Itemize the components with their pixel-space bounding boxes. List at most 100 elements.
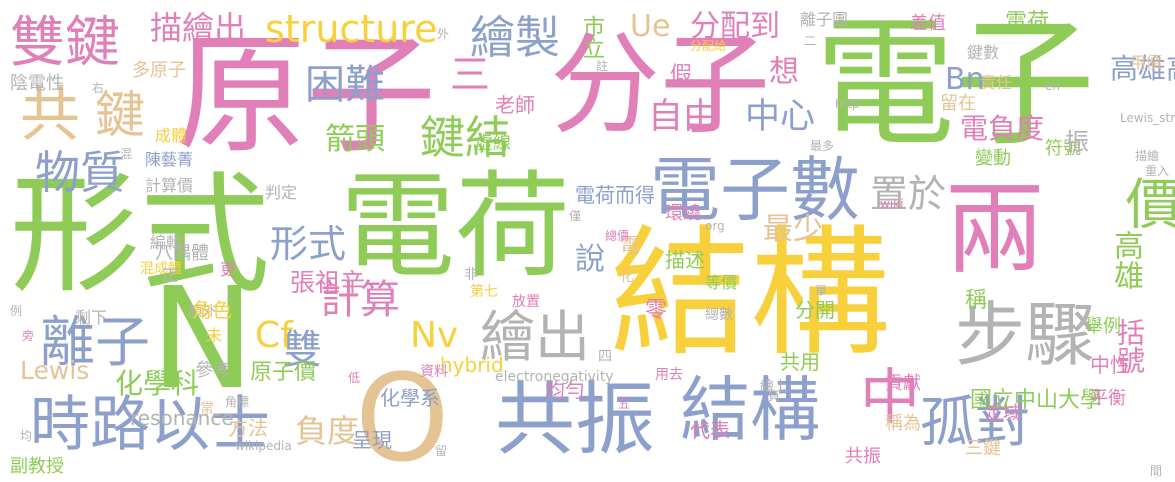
- cloud-word: 責任: [980, 73, 1013, 92]
- cloud-word: 註: [596, 59, 609, 73]
- cloud-word: O: [355, 350, 450, 482]
- cloud-word: 共: [20, 80, 80, 150]
- cloud-word: 僅: [569, 209, 582, 223]
- cloud-word: 差值: [910, 13, 946, 34]
- cloud-word: 四: [598, 349, 612, 365]
- cloud-word: 繪製: [470, 11, 561, 64]
- cloud-word: 自由: [648, 97, 719, 137]
- cloud-word: 額外: [188, 304, 216, 320]
- cloud-word: wikipedia: [235, 439, 292, 453]
- cloud-word: 箭頭: [325, 122, 385, 157]
- cloud-word: http: [835, 97, 860, 111]
- cloud-word: 平衡: [1090, 388, 1126, 409]
- cloud-word: 負度: [295, 412, 360, 450]
- cloud-word: 結構: [680, 369, 820, 451]
- cloud-word: org: [705, 219, 725, 233]
- cloud-word: 正: [162, 266, 179, 285]
- cloud-word: 兩: [945, 171, 1045, 288]
- cloud-word: 環繞: [665, 203, 701, 224]
- cloud-word: 變動: [975, 148, 1011, 169]
- cloud-word: 假: [670, 63, 693, 88]
- cloud-word: 陳藝菁: [145, 150, 194, 169]
- cloud-word: 共振: [495, 373, 655, 466]
- cloud-word: 放置: [512, 294, 540, 310]
- cloud-word: 中: [860, 363, 920, 433]
- cloud-word: 置於: [870, 172, 947, 216]
- cloud-word: 混: [120, 147, 133, 161]
- cloud-word: 二: [804, 34, 817, 48]
- cloud-word: 旁: [22, 329, 35, 343]
- cloud-word: 電負度: [960, 112, 1045, 145]
- cloud-word: 形式: [270, 222, 347, 266]
- cloud-word: 繪上: [760, 379, 788, 395]
- cloud-word: 稱為: [885, 413, 921, 434]
- cloud-word: 計算價: [145, 176, 194, 195]
- cloud-word: 例: [10, 304, 23, 318]
- cloud-word: 零: [645, 298, 668, 323]
- cloud-word: 括號: [1113, 318, 1146, 374]
- cloud-word: hybrid: [440, 353, 504, 377]
- cloud-word: N: [150, 258, 255, 421]
- cloud-word: Cf: [255, 315, 293, 356]
- cloud-word: 離子團: [800, 10, 849, 29]
- cloud-word: 電子數: [650, 149, 860, 231]
- cloud-word: 常: [200, 401, 214, 417]
- cloud-word: 物質: [35, 146, 126, 199]
- cloud-word: 分開: [795, 298, 835, 322]
- cloud-word: 三鍵: [965, 438, 1001, 459]
- cloud-word: 參考: [195, 360, 231, 381]
- cloud-word: 陰電性: [10, 73, 64, 94]
- cloud-word: 電荷: [340, 160, 571, 294]
- cloud-word: 想: [763, 55, 798, 85]
- cloud-word: 離子: [40, 310, 151, 374]
- cloud-word: 更: [220, 260, 237, 279]
- cloud-word: 五: [618, 397, 631, 411]
- cloud-word: 成體: [155, 126, 188, 145]
- cloud-word: 方法: [228, 416, 268, 440]
- cloud-word: 老師: [495, 93, 535, 117]
- cloud-word: 單: [815, 284, 828, 298]
- cloud-word: 分子: [550, 21, 770, 149]
- cloud-word: 高雄: [1108, 230, 1143, 290]
- cloud-word: 孤對: [920, 390, 1031, 454]
- cloud-word: 總數: [705, 307, 733, 323]
- cloud-word: 鍵: [95, 86, 145, 144]
- cloud-word: Lewis_structure: [1120, 111, 1175, 125]
- cloud-word: 均: [20, 429, 33, 443]
- cloud-word: 中心: [745, 97, 816, 137]
- cloud-word: 化: [620, 269, 634, 285]
- cloud-word: resonance: [130, 406, 234, 430]
- cloud-word: Lewis: [20, 356, 90, 385]
- cloud-word: 虛線: [475, 133, 511, 154]
- cloud-word: 低: [348, 371, 361, 385]
- cloud-word: 鍵數: [967, 43, 1000, 62]
- cloud-word: 電: [620, 233, 640, 257]
- cloud-word: 三: [450, 52, 490, 98]
- cloud-word: 定域: [985, 403, 1021, 424]
- cloud-word: 鍵結: [420, 111, 511, 164]
- cloud-word: 符號: [1045, 138, 1081, 159]
- cloud-word: 未: [206, 326, 223, 345]
- cloud-word: wiki: [880, 197, 904, 211]
- cloud-word: 電子: [815, 3, 1096, 166]
- cloud-word: 雙鍵: [10, 10, 121, 74]
- cloud-word: 八隅體: [155, 243, 209, 264]
- cloud-word: 稱: [965, 288, 988, 313]
- cloud-word: 描述: [665, 248, 705, 272]
- cloud-word: 國立中山大學: [970, 388, 1103, 413]
- cloud-word: 電荷而得: [575, 183, 655, 207]
- cloud-word: 描繪: [1135, 149, 1160, 163]
- cloud-word: 角標: [225, 395, 250, 409]
- cloud-word: 化學系: [380, 386, 440, 410]
- cloud-word: 分配到: [690, 9, 780, 44]
- cloud-word: 化學科: [115, 367, 200, 400]
- cloud-word: 非: [464, 267, 478, 283]
- cloud-word: 右: [92, 81, 105, 95]
- cloud-word: 振: [1065, 128, 1089, 156]
- cloud-word: 剩下: [75, 308, 108, 327]
- cloud-word: 總價: [605, 229, 630, 243]
- cloud-word: 均勻: [545, 378, 585, 402]
- cloud-word: 中性: [1090, 353, 1130, 377]
- cloud-word: 混成體: [140, 261, 182, 277]
- cloud-word: 留在: [940, 93, 976, 114]
